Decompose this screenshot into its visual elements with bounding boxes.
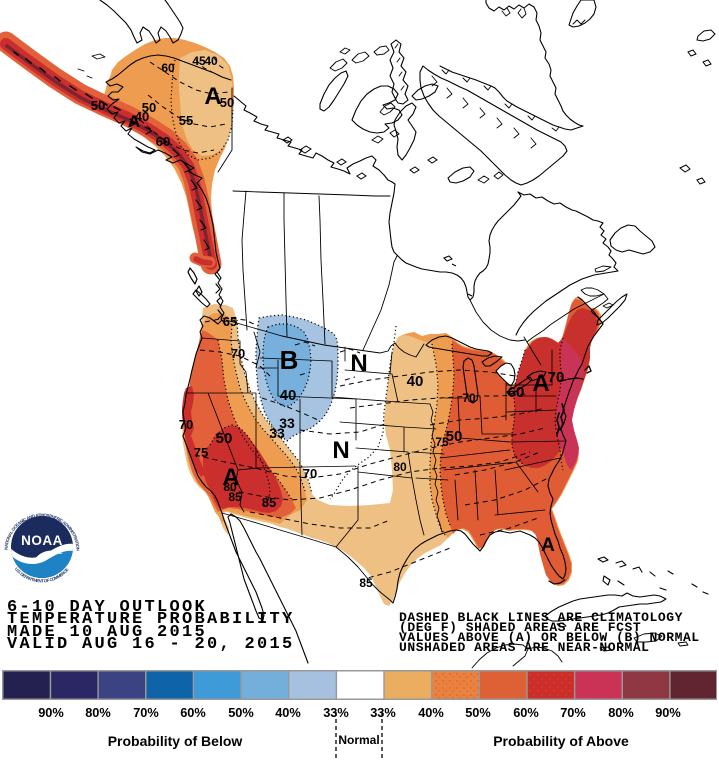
- svg-text:50: 50: [446, 428, 463, 445]
- svg-text:75: 75: [435, 435, 449, 449]
- svg-text:A: A: [128, 112, 140, 131]
- svg-text:33: 33: [279, 415, 295, 431]
- svg-text:80: 80: [393, 460, 407, 474]
- svg-text:60: 60: [161, 61, 175, 75]
- svg-text:40%: 40%: [418, 705, 444, 720]
- svg-text:75: 75: [194, 445, 208, 460]
- svg-text:70%: 70%: [560, 705, 586, 720]
- svg-text:65: 65: [223, 314, 237, 329]
- svg-text:Normal: Normal: [338, 733, 379, 747]
- svg-text:MADE 10 AUG 2015: MADE 10 AUG 2015: [7, 623, 207, 642]
- svg-text:N: N: [350, 350, 367, 377]
- svg-text:80: 80: [223, 480, 237, 494]
- svg-text:33: 33: [269, 425, 285, 441]
- svg-text:VALID AUG 16 - 20, 2015: VALID AUG 16 - 20, 2015: [7, 635, 295, 654]
- svg-text:A: A: [541, 535, 555, 556]
- svg-text:90%: 90%: [655, 705, 681, 720]
- svg-text:50%: 50%: [465, 705, 491, 720]
- svg-text:40%: 40%: [275, 705, 301, 720]
- svg-text:70: 70: [462, 391, 476, 405]
- svg-text:85: 85: [262, 495, 276, 510]
- svg-text:70: 70: [231, 346, 245, 361]
- svg-text:60: 60: [156, 134, 170, 149]
- svg-text:TEMPERATURE PROBABILITY: TEMPERATURE PROBABILITY: [7, 610, 295, 629]
- svg-text:(DEG F) SHADED AREAS ARE FCST: (DEG F) SHADED AREAS ARE FCST: [399, 620, 641, 635]
- svg-text:50: 50: [216, 430, 233, 447]
- svg-text:DASHED BLACK LINES ARE CLIMATO: DASHED BLACK LINES ARE CLIMATOLOGY: [399, 610, 683, 625]
- svg-text:50: 50: [91, 98, 105, 113]
- svg-text:55: 55: [179, 113, 193, 128]
- svg-text:80%: 80%: [608, 705, 634, 720]
- svg-text:60: 60: [508, 384, 525, 401]
- svg-text:45: 45: [192, 54, 206, 68]
- svg-text:40: 40: [135, 109, 149, 124]
- svg-text:40: 40: [407, 373, 424, 390]
- svg-text:A: A: [532, 370, 549, 397]
- svg-text:NOAA: NOAA: [21, 533, 63, 548]
- svg-text:33%: 33%: [370, 705, 396, 720]
- svg-text:40: 40: [280, 387, 297, 404]
- svg-text:70%: 70%: [133, 705, 159, 720]
- svg-text:60%: 60%: [180, 705, 206, 720]
- svg-text:90%: 90%: [38, 705, 64, 720]
- svg-text:50%: 50%: [228, 705, 254, 720]
- svg-text:80%: 80%: [85, 705, 111, 720]
- svg-text:6-10 DAY OUTLOOK: 6-10 DAY OUTLOOK: [7, 598, 207, 617]
- svg-text:70: 70: [548, 369, 565, 386]
- svg-text:50: 50: [220, 95, 234, 110]
- svg-text:70: 70: [303, 466, 317, 481]
- svg-text:B: B: [280, 345, 299, 375]
- svg-text:VALUES ABOVE (A) OR BELOW (B): VALUES ABOVE (A) OR BELOW (B) NORMAL: [399, 630, 700, 645]
- svg-text:A: A: [204, 83, 221, 110]
- svg-text:A: A: [222, 464, 239, 491]
- svg-text:N: N: [332, 437, 349, 464]
- svg-text:70: 70: [179, 417, 193, 432]
- svg-text:Probability of Above: Probability of Above: [493, 733, 629, 749]
- svg-text:50: 50: [142, 100, 156, 115]
- svg-text:85: 85: [228, 490, 242, 504]
- svg-text:UNSHADED AREAS ARE NEAR-NORMAL: UNSHADED AREAS ARE NEAR-NORMAL: [399, 640, 650, 655]
- svg-text:Probability of Below: Probability of Below: [108, 733, 243, 749]
- svg-text:85: 85: [359, 576, 373, 590]
- svg-text:40: 40: [204, 54, 218, 68]
- svg-text:60%: 60%: [513, 705, 539, 720]
